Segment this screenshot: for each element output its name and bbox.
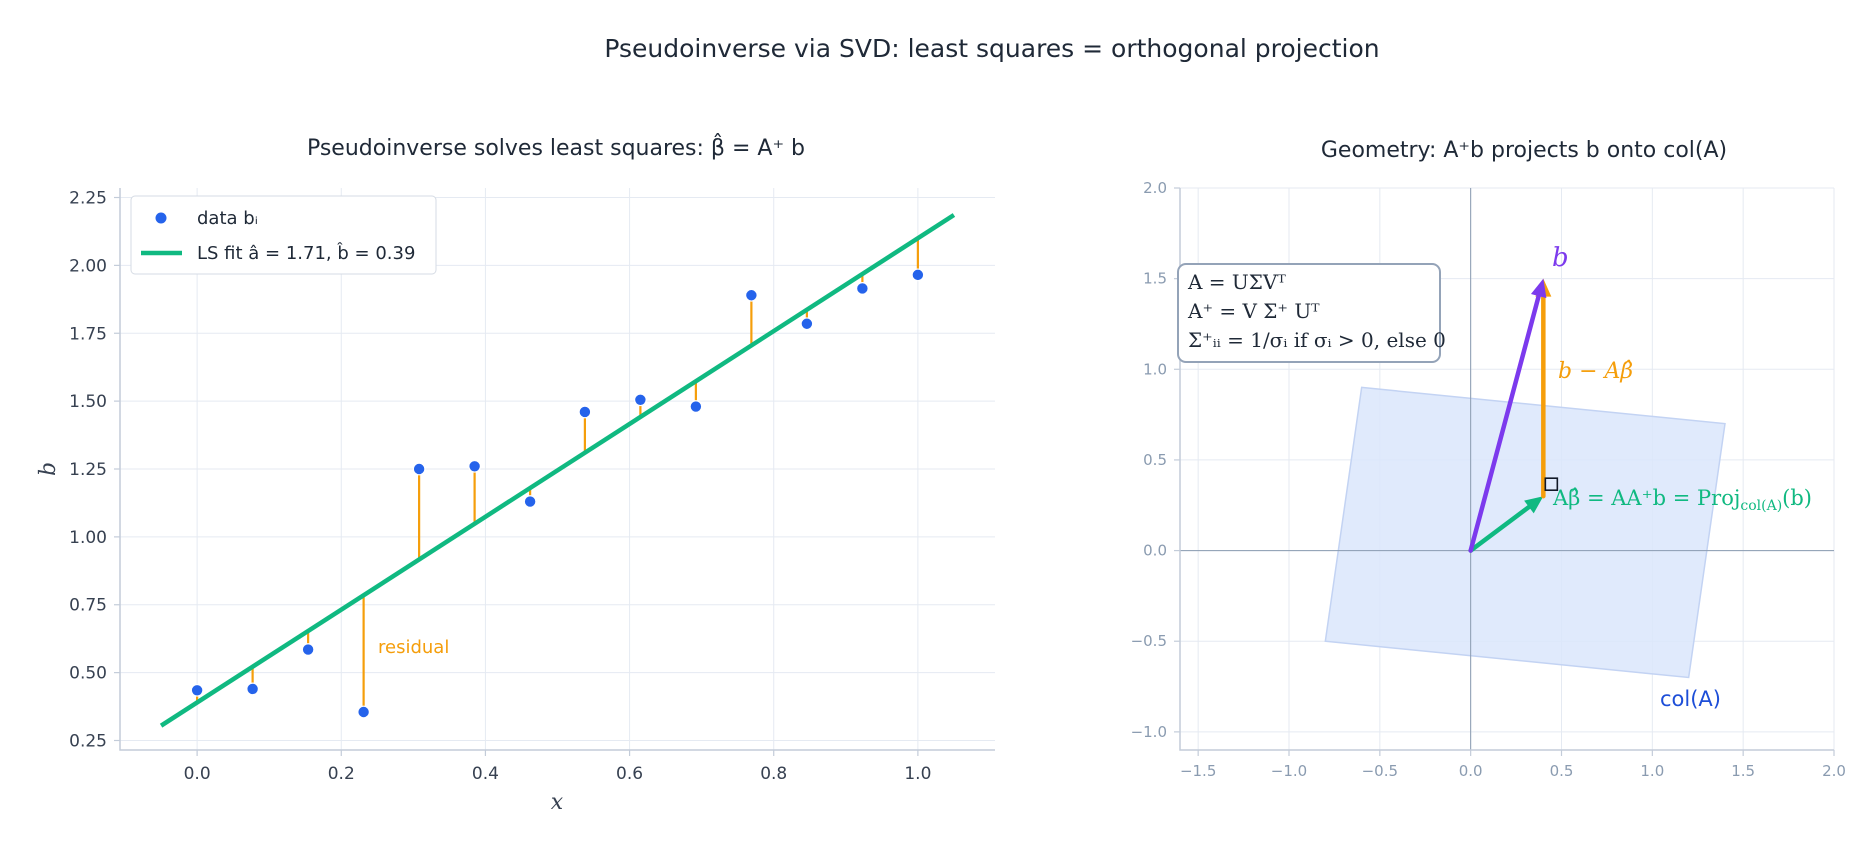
x-tick-label: −0.5 [1362,762,1398,780]
y-tick-label: 0.50 [69,664,107,684]
y-tick-label: −1.0 [1131,723,1167,741]
data-point [744,288,758,302]
legend: data bᵢ LS fit â = 1.71, b̂ = 0.39 [130,195,437,275]
data-point [578,405,592,419]
y-tick-label: 1.5 [1143,270,1167,288]
right-x-ticks: −1.5 −1.0 −0.5 0.0 0.5 1.0 1.5 2.0 [1180,750,1846,780]
projection-vector-shaft [1468,503,1533,553]
residual-annotation: residual [378,637,449,658]
svd-line-3: Σ⁺ᵢᵢ = 1/σᵢ if σᵢ > 0, else 0 [1188,328,1446,352]
left-plot: Pseudoinverse solves least squares: β̂ =… [36,134,995,815]
data-point [633,393,647,407]
x-tick-label: 0.0 [1459,762,1483,780]
x-tick-label: 0.6 [616,764,643,784]
x-tick-label: 1.0 [1640,762,1664,780]
y-tick-label: 0.0 [1143,542,1167,560]
x-tick-label: 1.5 [1731,762,1755,780]
y-tick-label: 2.00 [69,256,107,276]
x-tick-label: 0.5 [1550,762,1574,780]
y-axis-label: b [36,462,61,476]
x-tick-label: 0.0 [184,764,211,784]
b-vector [1468,278,1547,553]
right-angle-marker [1544,477,1559,491]
x-tick-label: −1.5 [1180,762,1216,780]
column-space-label: col(A) [1660,687,1721,711]
data-point [523,495,537,508]
b-vector-head [1530,278,1547,299]
residual-vector-label: b − Aβ̂ [1558,359,1633,384]
data-point [357,705,371,719]
data-point [689,400,703,413]
y-tick-label: 1.25 [69,460,107,480]
svd-line-2: A⁺ = V Σ⁺ Uᵀ [1187,299,1320,323]
y-tick-label: 1.00 [69,528,107,548]
y-tick-label: 2.25 [69,189,107,209]
y-tick-label: 1.75 [69,324,107,344]
left-x-ticks: 0.0 0.2 0.4 0.6 0.8 1.0 [184,750,931,784]
y-tick-label: 1.50 [69,392,107,412]
projection-label: Aβ̂ = AA⁺b = Projcol(A)(b) [1552,486,1812,514]
legend-data-label: data bᵢ [197,208,258,229]
y-tick-label: 1.0 [1143,360,1167,378]
data-point [246,682,260,696]
column-space-plane [1324,386,1726,679]
left-plot-title: Pseudoinverse solves least squares: β̂ =… [307,134,805,161]
legend-box [130,195,437,275]
right-plot-title: Geometry: A⁺b projects b onto col(A) [1321,138,1727,163]
x-axis-label: x [551,790,564,815]
svd-line-1: A = UΣVᵀ [1187,270,1286,294]
data-point [468,459,482,473]
y-tick-label: 0.25 [69,731,107,751]
legend-fit-label: LS fit â = 1.71, b̂ = 0.39 [197,243,415,264]
projection-vector-head [1524,496,1544,514]
b-vector-label: b [1552,243,1569,273]
figure-title: Pseudoinverse via SVD: least squares = o… [604,34,1379,63]
x-tick-label: 0.4 [472,764,499,784]
data-point [911,268,925,282]
svd-box-frame [1177,263,1441,363]
b-vector-shaft [1468,291,1542,553]
x-tick-label: 0.2 [328,764,355,784]
y-tick-label: −0.5 [1131,632,1167,650]
y-tick-label: 0.5 [1143,451,1167,469]
x-tick-label: 2.0 [1822,762,1846,780]
data-point [412,462,426,476]
x-tick-label: −1.0 [1271,762,1307,780]
vectors [1468,278,1552,553]
y-tick-label: 2.0 [1143,179,1167,197]
x-tick-label: 1.0 [904,764,931,784]
legend-data-marker [155,212,167,224]
right-axes-spine [1179,188,1834,751]
data-point [800,317,814,331]
x-tick-label: 0.8 [760,764,787,784]
data-point [190,683,204,697]
svd-formula-box: A = UΣVᵀ A⁺ = V Σ⁺ Uᵀ Σ⁺ᵢᵢ = 1/σᵢ if σᵢ … [1177,263,1446,363]
left-axes-spine [119,188,995,751]
data-point [301,643,315,656]
data-point [855,282,869,295]
y-tick-label: 0.75 [69,596,107,616]
right-y-ticks: −1.0 −0.5 0.0 0.5 1.0 1.5 2.0 [1131,179,1180,741]
projection-vector [1468,496,1544,553]
right-plot: Geometry: A⁺b projects b onto col(A) −1.… [1131,138,1846,780]
data-points [190,268,925,719]
ls-fit-line [159,213,956,728]
left-y-ticks: 0.25 0.50 0.75 1.00 1.25 1.50 1.75 2.00 2.25 [69,189,120,751]
